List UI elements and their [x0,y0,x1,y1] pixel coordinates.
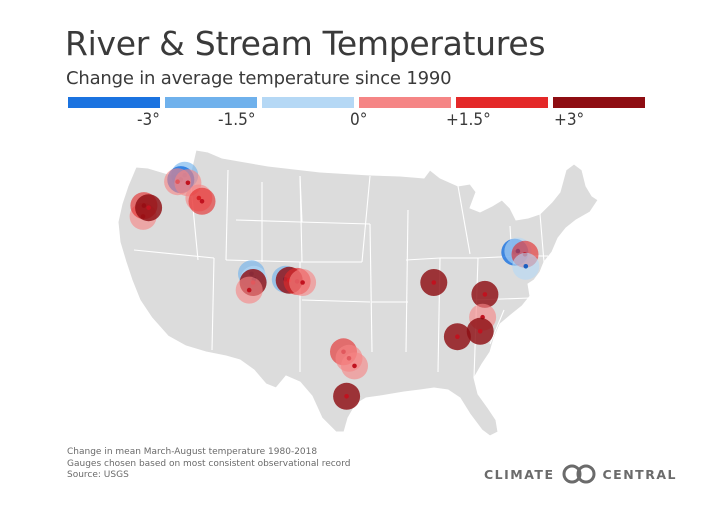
gauge-marker [341,352,368,380]
state-border-12 [301,299,371,303]
legend-tick-plus3: +3° [554,110,585,130]
gauge-center-dot [352,363,357,369]
gauge-marker [512,252,540,280]
us-landmass [117,149,599,437]
legend-swatch-plus4.5 [553,97,645,108]
gauge-center-dot [523,264,529,269]
logo-text-right: CENTRAL [602,466,677,482]
contiguous-us-shape [117,149,599,437]
logo-text-left: CLIMATE [484,466,555,482]
legend-tick-minus3: -3° [137,110,160,130]
color-legend: -3° -1.5° 0° +1.5° +3° [68,97,645,133]
legend-tick-plus1.5: +1.5° [446,110,491,130]
gauge-marker [333,382,361,410]
gauge-center-dot [431,280,437,285]
climate-central-logo: CLIMATE CENTRAL [484,464,677,484]
gauge-marker [235,276,263,304]
state-border-24 [489,309,505,345]
gauge-marker [466,317,494,345]
footnotes: Change in mean March-August temperature … [67,447,350,482]
gauge-marker [420,269,448,296]
legend-swatch-minus1.5 [165,97,257,108]
gauge-center-dot [199,199,205,204]
state-border-3 [225,169,229,261]
gauge-center-dot [455,334,460,340]
gauge-marker [289,269,317,296]
state-border-16 [405,257,441,261]
state-border-13 [369,223,373,353]
state-border-15 [405,209,409,353]
state-border-19 [457,185,471,255]
legend-swatch-plus1.5 [359,97,451,108]
state-border-9 [299,221,371,225]
gauge-marker [471,280,499,308]
gauge-center-dot [300,280,305,285]
gauge-marker [135,194,163,222]
footnote-gauges: Gauges chosen based on most consistent o… [67,458,351,469]
legend-tick-0: 0° [350,110,368,130]
legend-tick-minus1.5: -1.5° [218,110,256,130]
legend-swatch-0 [262,97,354,108]
legend-swatch-plus3 [456,97,548,108]
state-border-7 [235,219,301,223]
state-border-2 [211,257,215,351]
state-border-11 [361,175,371,263]
gauge-center-dot [477,329,483,334]
gauge-center-dot [344,394,349,399]
gauge-markers [129,161,540,410]
gauge-marker [188,187,216,215]
logo-rings-icon [562,464,595,484]
map-subtitle: Change in average temperature since 1990 [66,68,452,89]
legend-swatch-minus3 [68,97,160,108]
gauge-center-dot [146,205,151,210]
state-border-25 [539,213,545,263]
footnote-method: Change in mean March-August temperature … [67,447,318,457]
gauge-marker [443,323,471,351]
footnote-source: Source: USGS [67,470,129,480]
gauge-center-dot [185,180,191,186]
gauge-center-dot [482,292,488,297]
map-title: River & Stream Temperatures [65,24,546,63]
state-border-10 [299,175,303,223]
gauge-center-dot [246,287,252,293]
state-border-1 [133,249,215,259]
